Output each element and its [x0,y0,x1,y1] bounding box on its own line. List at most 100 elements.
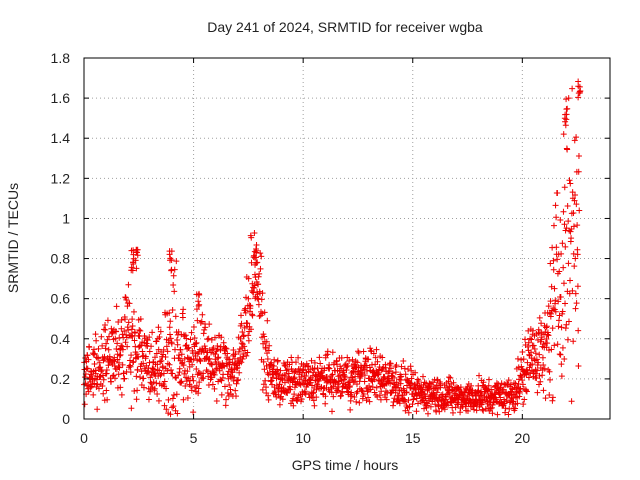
data-point-marker [151,387,158,394]
data-point-marker [92,367,99,374]
data-point-marker [574,251,581,258]
data-point-marker [259,386,266,393]
data-point-marker [134,387,141,394]
data-point-marker [521,396,528,403]
data-point-marker [447,374,454,381]
data-point-marker [534,389,541,396]
data-point-marker [444,402,451,409]
ticks-layer: 0 0.2 0.4 0.6 0.8 1 1.2 1.4 1.6 1.8 0 5 10 15 20 [51,50,610,446]
data-point-marker [262,345,269,352]
data-point-marker [506,399,513,406]
data-point-marker [393,362,400,369]
data-point-marker [163,343,170,350]
data-point-marker [206,355,213,362]
data-point-marker [295,354,302,361]
data-point-marker [402,407,409,414]
data-point-marker [292,359,299,366]
data-point-marker [122,339,129,346]
data-point-marker [329,349,336,356]
data-point-marker [115,364,122,371]
data-point-marker [387,360,394,367]
data-point-marker [176,365,183,372]
data-point-marker [524,369,531,376]
data-point-marker [211,371,218,378]
data-point-marker [231,374,238,381]
data-point-marker [90,346,97,353]
data-point-marker [558,373,565,380]
data-point-marker [233,393,240,400]
data-point-marker [536,372,543,379]
data-point-marker [195,390,202,397]
data-point-marker [340,367,347,374]
data-point-marker [255,301,262,308]
data-point-marker [204,336,211,343]
data-point-marker [208,336,215,343]
data-point-marker [554,190,561,197]
data-point-marker [259,290,266,297]
data-point-marker [308,357,315,364]
data-point-marker [550,266,557,273]
data-point-marker [274,366,281,373]
data-point-marker [560,131,567,138]
data-point-marker [544,329,551,336]
data-point-marker [209,361,216,368]
data-point-marker [149,329,156,336]
data-point-marker [184,368,191,375]
data-point-marker [277,367,284,374]
data-point-marker [387,380,394,387]
data-point-marker [111,362,118,369]
data-point-marker [383,396,390,403]
data-point-marker [528,355,535,362]
data-point-marker [126,300,133,307]
data-point-marker [572,255,579,262]
data-point-marker [535,381,542,388]
data-point-marker [390,380,397,387]
data-point-marker [117,384,124,391]
data-point-marker [239,355,246,362]
data-point-marker [360,391,367,398]
data-point-marker [150,379,157,386]
data-point-marker [84,365,91,372]
data-point-marker [205,335,212,342]
data-point-marker [132,329,139,336]
data-point-marker [574,222,581,229]
data-point-marker [258,253,265,260]
data-point-marker [98,368,105,375]
points-layer [81,78,584,418]
data-point-marker [209,381,216,388]
data-point-marker [495,381,502,388]
data-point-marker [154,390,161,397]
data-point-marker [464,407,471,414]
data-point-marker [129,333,136,340]
data-point-marker [514,400,521,407]
data-point-marker [282,371,289,378]
data-point-marker [108,378,115,385]
data-point-marker [304,363,311,370]
data-point-marker [520,356,527,363]
data-point-marker [100,390,107,397]
chart-title: Day 241 of 2024, SRMTID for receiver wgb… [207,19,483,35]
data-point-marker [410,396,417,403]
data-point-marker [296,369,303,376]
data-point-marker [353,381,360,388]
data-point-marker [406,379,413,386]
data-point-marker [110,357,117,364]
data-point-marker [223,345,230,352]
data-point-marker [532,350,539,357]
data-point-marker [337,393,344,400]
data-point-marker [233,380,240,387]
data-point-marker [268,377,275,384]
data-point-marker [560,264,567,271]
data-point-marker [446,374,453,381]
data-point-marker [552,308,559,315]
data-point-marker [104,317,111,324]
data-point-marker [133,265,140,272]
data-point-marker [88,372,95,379]
data-point-marker [235,376,242,383]
data-point-marker [577,88,584,95]
data-point-marker [195,298,202,305]
data-point-marker [485,382,492,389]
data-point-marker [415,377,422,384]
data-point-marker [230,347,237,354]
data-point-marker [324,348,331,355]
